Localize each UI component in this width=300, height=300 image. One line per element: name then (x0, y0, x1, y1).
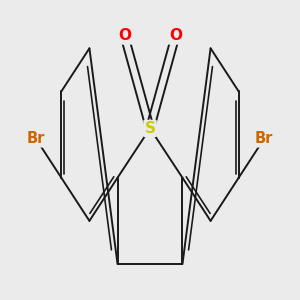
Text: O: O (118, 28, 131, 44)
Text: S: S (145, 121, 155, 136)
Text: Br: Br (27, 131, 45, 146)
Text: Br: Br (255, 131, 273, 146)
Text: O: O (169, 28, 182, 44)
